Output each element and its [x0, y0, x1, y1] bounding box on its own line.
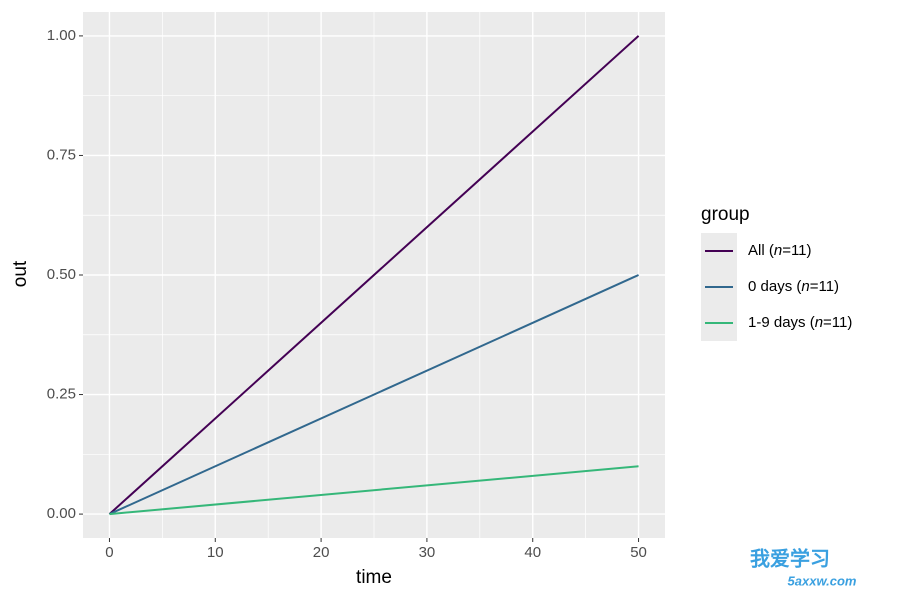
- legend-title: group: [701, 204, 750, 225]
- x-tick-label: 10: [207, 544, 224, 561]
- legend-label: All (n=11): [748, 242, 812, 259]
- line: [109, 465, 639, 516]
- x-tick-label: 30: [419, 544, 436, 561]
- y-tick-label: 0.50: [47, 266, 76, 283]
- watermark-url: 5axxw.com: [788, 573, 857, 588]
- y-axis-title: out: [10, 260, 31, 287]
- line: [109, 274, 639, 516]
- y-tick-label: 0.75: [47, 146, 76, 163]
- legend-label: 1-9 days (n=11): [748, 314, 852, 331]
- watermark: 我爱学习: [750, 546, 830, 570]
- y-tick-label: 0.25: [47, 386, 76, 403]
- x-tick-label: 40: [524, 544, 541, 561]
- y-tick-label: 1.00: [47, 27, 76, 44]
- x-tick-label: 20: [313, 544, 330, 561]
- y-tick-label: 0.00: [47, 505, 76, 522]
- line: [108, 35, 640, 515]
- x-axis-title: time: [356, 567, 392, 588]
- legend-label: 0 days (n=11): [748, 278, 839, 295]
- x-tick-label: 0: [105, 544, 113, 561]
- x-tick-label: 50: [630, 544, 647, 561]
